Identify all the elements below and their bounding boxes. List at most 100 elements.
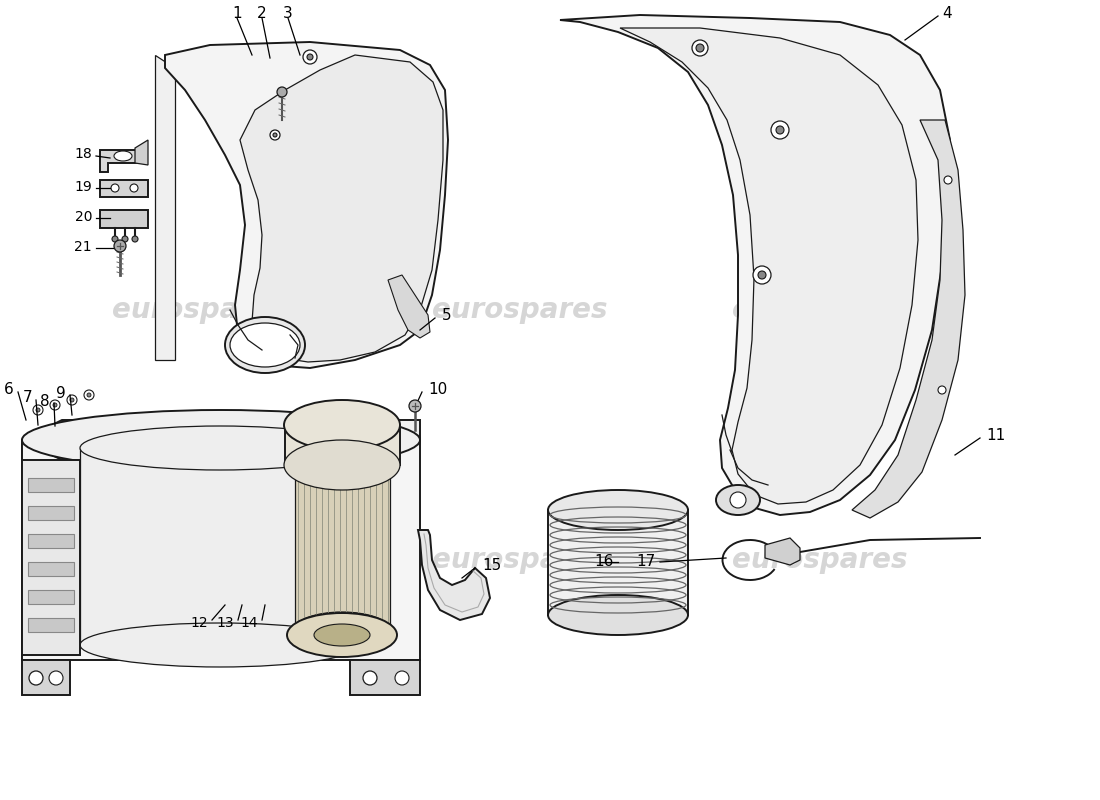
Polygon shape: [28, 590, 74, 604]
Polygon shape: [764, 538, 800, 565]
Circle shape: [409, 400, 421, 412]
Circle shape: [53, 403, 57, 407]
Text: 20: 20: [75, 210, 92, 224]
Polygon shape: [80, 448, 360, 645]
Circle shape: [122, 236, 128, 242]
Circle shape: [758, 271, 766, 279]
Ellipse shape: [287, 433, 397, 477]
Polygon shape: [28, 478, 74, 492]
Circle shape: [692, 40, 708, 56]
Ellipse shape: [548, 595, 688, 635]
Polygon shape: [100, 180, 148, 197]
Ellipse shape: [114, 151, 132, 161]
Circle shape: [67, 395, 77, 405]
Circle shape: [33, 405, 43, 415]
Circle shape: [277, 87, 287, 97]
Circle shape: [84, 390, 94, 400]
Polygon shape: [28, 534, 74, 548]
Text: 4: 4: [942, 6, 952, 22]
Ellipse shape: [80, 426, 360, 470]
Polygon shape: [100, 210, 148, 228]
Polygon shape: [388, 275, 430, 338]
Text: 10: 10: [428, 382, 448, 398]
Text: 2: 2: [257, 6, 267, 22]
Polygon shape: [28, 506, 74, 520]
Text: eurospares: eurospares: [112, 546, 288, 574]
Text: 1: 1: [232, 6, 242, 22]
Circle shape: [754, 266, 771, 284]
Text: 18: 18: [75, 147, 92, 161]
Circle shape: [111, 184, 119, 192]
Ellipse shape: [548, 490, 688, 530]
Ellipse shape: [314, 624, 370, 646]
Polygon shape: [22, 440, 420, 660]
Polygon shape: [135, 140, 149, 165]
Text: 3: 3: [283, 6, 293, 22]
Polygon shape: [285, 425, 400, 465]
Text: 6: 6: [4, 382, 14, 398]
Polygon shape: [295, 460, 390, 630]
Ellipse shape: [716, 485, 760, 515]
Text: 7: 7: [22, 390, 32, 406]
Polygon shape: [28, 618, 74, 632]
Circle shape: [363, 671, 377, 685]
Circle shape: [696, 44, 704, 52]
Text: eurospares: eurospares: [112, 296, 288, 324]
Polygon shape: [22, 420, 420, 460]
Circle shape: [302, 50, 317, 64]
Ellipse shape: [287, 613, 397, 657]
Circle shape: [771, 121, 789, 139]
Polygon shape: [165, 42, 448, 368]
Text: 5: 5: [442, 309, 452, 323]
Circle shape: [395, 671, 409, 685]
Polygon shape: [28, 562, 74, 576]
Ellipse shape: [284, 400, 400, 450]
Polygon shape: [548, 510, 688, 615]
Polygon shape: [100, 150, 138, 172]
Ellipse shape: [294, 612, 390, 648]
Ellipse shape: [284, 440, 400, 490]
Circle shape: [944, 176, 952, 184]
Text: 11: 11: [986, 429, 1005, 443]
Text: eurospares: eurospares: [733, 296, 908, 324]
Ellipse shape: [294, 442, 390, 478]
Text: 13: 13: [217, 616, 234, 630]
Text: 21: 21: [75, 240, 92, 254]
Polygon shape: [240, 55, 443, 362]
Circle shape: [938, 386, 946, 394]
Text: 9: 9: [56, 386, 66, 401]
Circle shape: [776, 126, 784, 134]
Text: 19: 19: [75, 180, 92, 194]
Ellipse shape: [80, 623, 360, 667]
Circle shape: [70, 398, 74, 402]
Polygon shape: [560, 15, 950, 515]
Circle shape: [270, 130, 280, 140]
Polygon shape: [620, 28, 918, 504]
Text: 15: 15: [482, 558, 502, 573]
Text: 17: 17: [637, 554, 656, 570]
Ellipse shape: [314, 444, 370, 466]
Polygon shape: [418, 530, 490, 620]
Circle shape: [50, 400, 60, 410]
Circle shape: [87, 393, 91, 397]
Circle shape: [112, 236, 118, 242]
Text: eurospares: eurospares: [733, 546, 908, 574]
Circle shape: [273, 133, 277, 137]
Text: eurospares: eurospares: [432, 296, 607, 324]
Ellipse shape: [22, 410, 420, 470]
Polygon shape: [22, 660, 70, 695]
Text: 14: 14: [241, 616, 258, 630]
Polygon shape: [852, 120, 965, 518]
Text: 12: 12: [190, 616, 208, 630]
Text: 16: 16: [595, 554, 614, 570]
Circle shape: [50, 671, 63, 685]
Polygon shape: [155, 55, 175, 360]
Circle shape: [36, 408, 40, 412]
Text: 8: 8: [41, 394, 50, 409]
Polygon shape: [22, 460, 80, 655]
Circle shape: [730, 492, 746, 508]
Circle shape: [130, 184, 138, 192]
Ellipse shape: [226, 317, 305, 373]
Ellipse shape: [230, 323, 300, 367]
Polygon shape: [22, 440, 62, 680]
